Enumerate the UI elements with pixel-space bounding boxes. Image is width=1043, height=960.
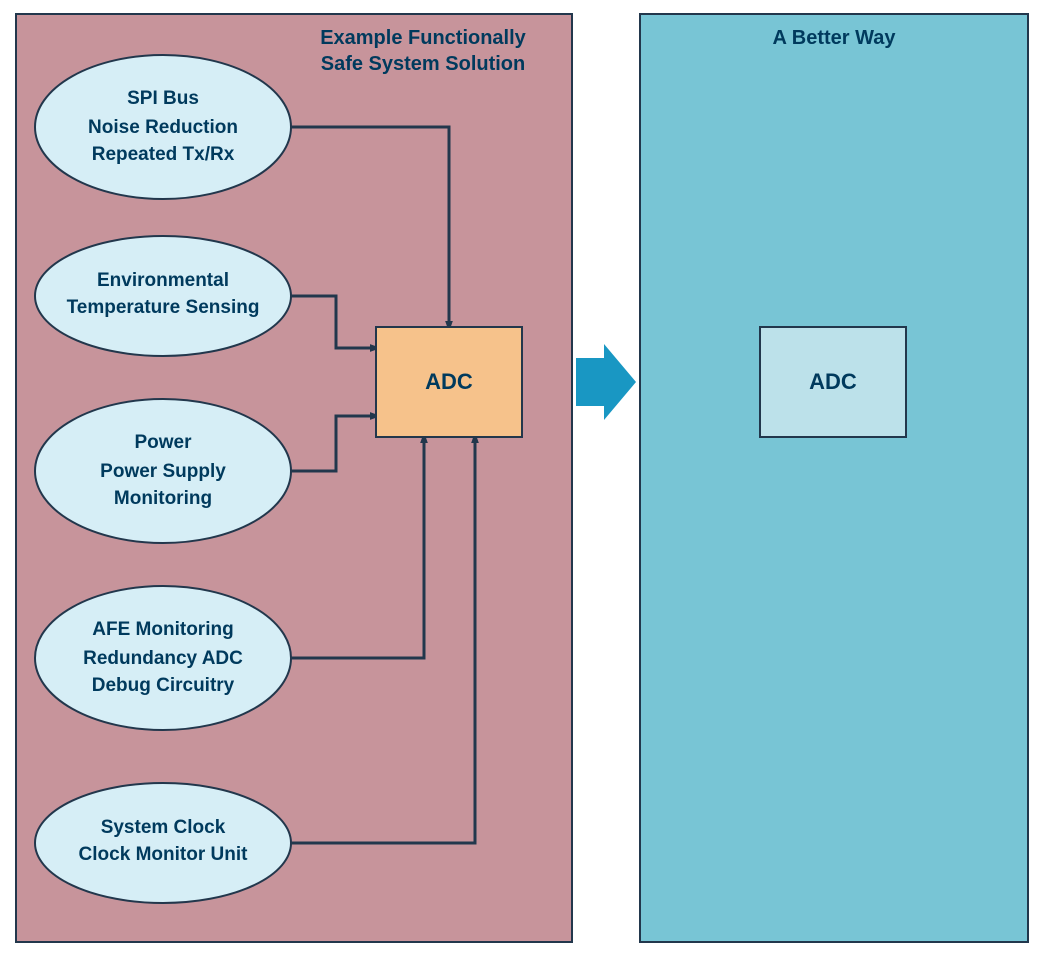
ellipse-clock-label-1: Clock Monitor Unit (79, 844, 249, 865)
diagram-canvas: Example Functionally Safe System Solution… (0, 0, 1043, 960)
ellipse-power-label-1: Power Supply (100, 461, 226, 482)
left-title-line1: Example Functionally (320, 27, 526, 49)
ellipse-node-afe: AFE Monitoring Redundancy ADC Debug Circui… (35, 586, 291, 730)
ellipse-afe-label-1: Redundancy ADC (83, 648, 243, 669)
ellipse-clock-label-0: System Clock (101, 817, 226, 838)
ellipse-spi-label-2: Repeated Tx/Rx (92, 144, 235, 165)
ellipse-spi-label-1: Noise Reduction (88, 117, 238, 138)
adc-right-label: ADC (809, 369, 857, 394)
ellipse-power-label-0: Power (134, 432, 192, 453)
ellipse-afe-label-0: AFE Monitoring (92, 619, 233, 640)
ellipse-node-clock: System Clock Clock Monitor Unit (35, 783, 291, 903)
ellipse-node-power: Power Power Supply Monitoring (35, 399, 291, 543)
ellipse-node-env: Environmental Temperature Sensing (35, 236, 291, 356)
right-title: A Better Way (773, 27, 897, 49)
ellipse-env-label-1: Temperature Sensing (67, 297, 260, 318)
ellipse-node-spi: SPI Bus Noise Reduction Repeated Tx/Rx (35, 55, 291, 199)
ellipse-afe-label-2: Debug Circuitry (92, 675, 235, 696)
adc-left-label: ADC (425, 369, 473, 394)
left-title-line2: Safe System Solution (321, 53, 526, 75)
right-panel (640, 14, 1028, 942)
transition-arrow (576, 344, 636, 420)
ellipse-spi-label-0: SPI Bus (127, 88, 199, 109)
ellipse-power-label-2: Monitoring (114, 488, 212, 509)
ellipse-env-label-0: Environmental (97, 270, 229, 291)
